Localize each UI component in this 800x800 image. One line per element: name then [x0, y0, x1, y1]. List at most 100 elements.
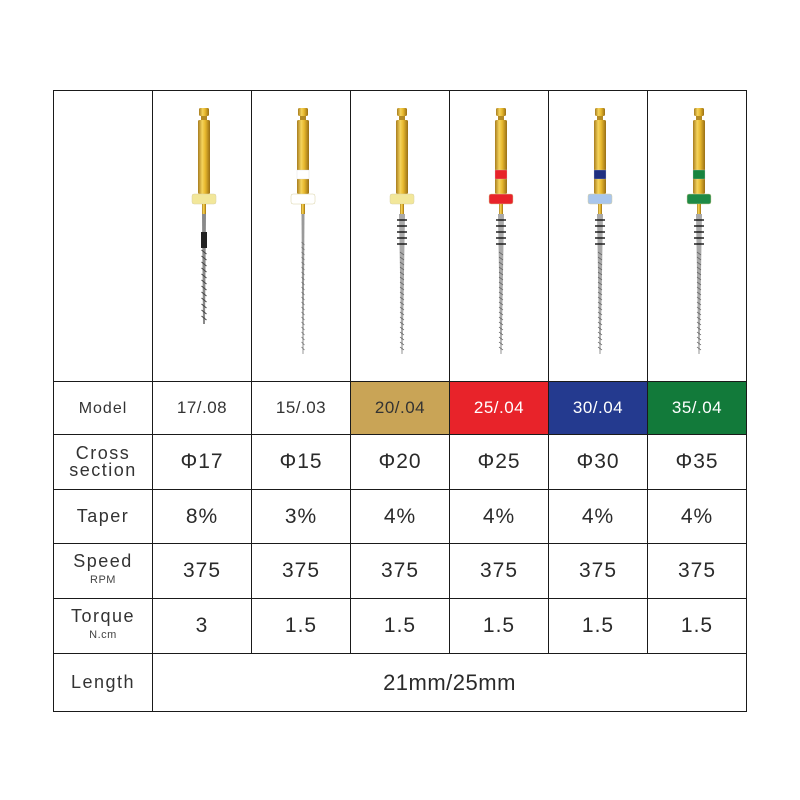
- flute: [498, 346, 504, 351]
- flute: [498, 326, 504, 331]
- speed-unit-label: RPM: [90, 574, 116, 586]
- taper-cell: 4%: [548, 489, 648, 544]
- model-row: Model 17/.08 15/.03 20/.04 25/.04 30/.04…: [53, 381, 747, 435]
- model-cell: 17/.08: [152, 381, 252, 435]
- blade: [597, 214, 603, 354]
- flute: [301, 276, 305, 281]
- neck: [301, 204, 305, 214]
- flute: [498, 301, 504, 306]
- flute: [201, 249, 207, 255]
- flute: [301, 311, 305, 316]
- flute: [301, 306, 305, 311]
- flute: [301, 346, 305, 351]
- flute: [301, 246, 305, 251]
- neck: [400, 204, 404, 214]
- corner-cell: [53, 90, 153, 382]
- flute: [498, 321, 504, 326]
- torque-header: Torque N.cm: [53, 598, 153, 654]
- flute: [399, 306, 405, 311]
- flute: [597, 266, 603, 271]
- flute: [498, 256, 504, 261]
- flute: [597, 336, 603, 341]
- black-segment: [201, 232, 207, 248]
- speed-cell: 375: [449, 543, 549, 599]
- handle-notch: [201, 116, 207, 120]
- flute: [597, 326, 603, 331]
- torque-cell: 1.5: [449, 598, 549, 654]
- flute: [301, 251, 305, 256]
- flute: [301, 241, 305, 246]
- flute: [201, 273, 207, 279]
- file-image-20-04: [350, 90, 450, 382]
- taper-cell: 8%: [152, 489, 252, 544]
- length-cell: 21mm/25mm: [152, 653, 747, 712]
- flute: [301, 281, 305, 286]
- flute: [597, 271, 603, 276]
- flute: [201, 303, 207, 309]
- file-image-30-04: [548, 90, 648, 382]
- torque-header-label: Torque: [70, 606, 136, 626]
- handle-latch: [595, 108, 605, 116]
- flute: [201, 261, 207, 267]
- handle-shank: [297, 120, 309, 194]
- flute: [696, 336, 702, 341]
- flute: [696, 296, 702, 301]
- handle-latch: [397, 108, 407, 116]
- flute: [597, 321, 603, 326]
- flute: [201, 291, 207, 297]
- flute: [696, 281, 702, 286]
- flute: [498, 286, 504, 291]
- flute: [301, 316, 305, 321]
- flute: [597, 276, 603, 281]
- color-collar: [389, 193, 415, 205]
- flute: [399, 296, 405, 301]
- flute: [597, 331, 603, 336]
- flute: [696, 286, 702, 291]
- flute: [399, 261, 405, 266]
- cross-section-header-line2: section: [69, 460, 137, 480]
- speed-cell: 375: [647, 543, 747, 599]
- flute: [301, 291, 305, 296]
- handle-latch: [298, 108, 308, 116]
- model-cell: 30/.04: [548, 381, 648, 435]
- flute: [399, 311, 405, 316]
- flute: [696, 341, 702, 346]
- cross-section-cell: Φ25: [449, 434, 549, 490]
- flute: [399, 276, 405, 281]
- flute: [301, 331, 305, 336]
- handle-notch: [399, 116, 405, 120]
- blade: [301, 214, 305, 354]
- model-header: Model: [53, 381, 153, 435]
- handle-notch: [300, 116, 306, 120]
- model-cell: 35/.04: [647, 381, 747, 435]
- handle-shank: [495, 120, 507, 194]
- speed-cell: 375: [350, 543, 450, 599]
- flute: [498, 271, 504, 276]
- flute: [301, 336, 305, 341]
- model-cell: 15/.03: [251, 381, 351, 435]
- flute: [597, 251, 603, 256]
- flute: [597, 341, 603, 346]
- color-collar: [191, 193, 217, 205]
- flute: [597, 256, 603, 261]
- handle-latch: [496, 108, 506, 116]
- flute: [301, 341, 305, 346]
- flute: [399, 286, 405, 291]
- flute: [696, 346, 702, 351]
- flute: [201, 309, 207, 315]
- flute: [498, 296, 504, 301]
- flute: [498, 266, 504, 271]
- flute: [301, 266, 305, 271]
- flute: [399, 331, 405, 336]
- flute: [201, 297, 207, 303]
- flute: [498, 336, 504, 341]
- taper-row: Taper 8% 3% 4% 4% 4% 4%: [53, 489, 747, 544]
- flute: [399, 336, 405, 341]
- handle-latch: [199, 108, 209, 116]
- taper-header-label: Taper: [76, 505, 130, 526]
- flute: [399, 281, 405, 286]
- flute: [399, 291, 405, 296]
- flute: [301, 261, 305, 266]
- length-row: Length 21mm/25mm: [53, 653, 747, 712]
- neck: [499, 204, 503, 214]
